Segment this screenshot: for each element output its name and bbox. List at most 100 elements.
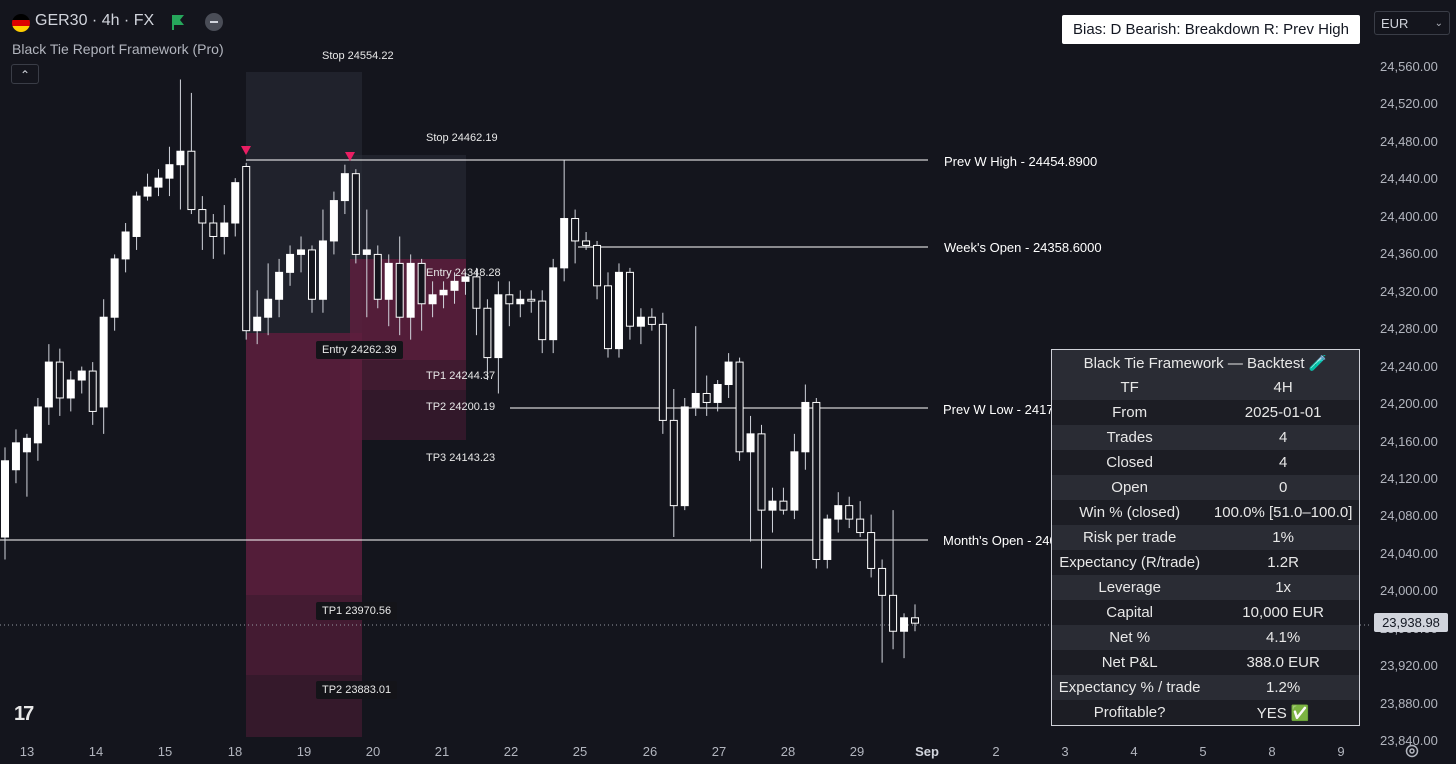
backtest-label: From — [1051, 400, 1208, 425]
stop-label: Stop 24462.19 — [426, 132, 498, 144]
tp2-label: TP2 24200.19 — [426, 401, 496, 413]
backtest-value: 10,000 EUR — [1207, 600, 1360, 625]
backtest-row: Expectancy (R/trade) 1.2R — [1051, 550, 1360, 575]
time-tick-label: 20 — [365, 744, 381, 759]
candle-body — [900, 617, 909, 632]
candle-body — [110, 258, 119, 318]
candle-body — [99, 316, 108, 408]
candle-body — [516, 298, 525, 305]
backtest-value: 4 — [1207, 425, 1360, 450]
backtest-label: Risk per trade — [1051, 525, 1208, 550]
candle-body — [691, 392, 700, 408]
backtest-value: 1x — [1207, 575, 1360, 600]
backtest-row: Open 0 — [1051, 475, 1360, 500]
gear-icon[interactable] — [1404, 743, 1420, 759]
candle-body — [329, 200, 338, 242]
candle-body — [669, 419, 678, 507]
currency-value: EUR — [1381, 16, 1409, 31]
bias-box: Bias: D Bearish: Breakdown R: Prev High — [1062, 15, 1360, 44]
price-tick-label: 24,000.00 — [1380, 583, 1438, 599]
candle-body — [187, 150, 196, 211]
candle-body — [286, 253, 295, 273]
candle-body — [253, 316, 262, 332]
candle-body — [878, 567, 887, 596]
candle-body — [680, 406, 689, 507]
candle-body — [439, 289, 448, 296]
backtest-table: Black Tie Framework — Backtest 🧪 TF 4H Fro… — [1051, 349, 1360, 726]
candle-body — [823, 518, 832, 560]
indicator-name[interactable]: Black Tie Report Framework (Pro) — [12, 41, 224, 57]
candle-body — [88, 370, 97, 412]
candle-body — [889, 594, 898, 632]
candle-body — [768, 500, 777, 511]
backtest-row: Closed 4 — [1051, 450, 1360, 475]
candle-body — [867, 532, 876, 569]
candle-body — [757, 433, 766, 511]
time-tick-label: 9 — [1337, 744, 1345, 759]
backtest-value: 4.1% — [1207, 625, 1360, 650]
candle-body — [77, 370, 86, 381]
backtest-label: Profitable? — [1051, 700, 1208, 726]
price-tick-label: 24,280.00 — [1380, 321, 1438, 337]
candle-body — [527, 298, 536, 302]
candle-body — [593, 244, 602, 287]
time-tick-label: 14 — [88, 744, 104, 759]
price-tick-label: 24,200.00 — [1380, 396, 1438, 412]
collapse-header-icon[interactable] — [205, 13, 223, 31]
candle-body — [658, 323, 667, 421]
candle-body — [779, 500, 788, 511]
target-zone — [350, 390, 466, 440]
time-tick-label: 21 — [434, 744, 450, 759]
symbol-title[interactable]: GER30 · 4h · FX — [35, 12, 155, 29]
candle-body — [801, 401, 810, 453]
currency-select[interactable]: EUR ⌄ — [1374, 11, 1450, 35]
candle-body — [856, 518, 865, 534]
candle-body — [176, 150, 185, 166]
sell-marker-icon — [345, 152, 355, 161]
candle-body — [812, 401, 821, 560]
candles — [1, 79, 919, 663]
backtest-row: Net % 4.1% — [1051, 625, 1360, 650]
backtest-label: TF — [1051, 375, 1208, 400]
backtest-label: Expectancy (R/trade) — [1051, 550, 1208, 575]
candle-body — [417, 262, 426, 305]
target-zone — [350, 360, 466, 390]
backtest-row: Win % (closed) 100.0% [51.0–100.0] — [1051, 500, 1360, 525]
price-tick-label: 23,840.00 — [1380, 733, 1438, 749]
entry-markers — [241, 146, 355, 161]
tradingview-logo-icon[interactable]: 17 — [14, 703, 34, 725]
green-flag-icon[interactable] — [171, 14, 185, 30]
price-tick-label: 24,040.00 — [1380, 545, 1438, 561]
backtest-value: 4H — [1207, 375, 1360, 400]
price-tick-label: 24,080.00 — [1380, 508, 1438, 524]
price-tick-label: 24,360.00 — [1380, 246, 1438, 262]
candle-body — [505, 294, 514, 305]
backtest-label: Win % (closed) — [1051, 500, 1208, 525]
candle-body — [735, 361, 744, 453]
chevron-up-icon[interactable]: ⌃ — [11, 64, 39, 84]
candle-body — [362, 249, 371, 255]
candle-body — [428, 294, 437, 305]
price-tick-label: 24,160.00 — [1380, 433, 1438, 449]
stop-zone — [246, 72, 362, 333]
time-tick-label: 29 — [849, 744, 865, 759]
tp1-label: TP1 24244.37 — [426, 370, 496, 382]
candle-body — [209, 222, 218, 237]
backtest-value: 100.0% [51.0–100.0] — [1207, 500, 1360, 525]
germany-flag-icon — [12, 14, 30, 32]
sell-marker-icon — [241, 146, 251, 155]
candle-body — [165, 164, 174, 179]
time-tick-label: 8 — [1268, 744, 1276, 759]
backtest-row: Capital 10,000 EUR — [1051, 600, 1360, 625]
candle-body — [264, 298, 273, 318]
backtest-row: From 2025-01-01 — [1051, 400, 1360, 425]
backtest-title: Black Tie Framework — Backtest 🧪 — [1051, 349, 1360, 375]
candle-body — [406, 262, 415, 318]
candle-body — [22, 437, 31, 453]
candle-body — [384, 262, 393, 300]
candle-body — [494, 294, 503, 359]
backtest-row: Trades 4 — [1051, 425, 1360, 450]
chevron-down-icon: ⌄ — [1434, 18, 1443, 29]
candle-body — [483, 307, 492, 359]
backtest-row: Net P&L 388.0 EUR — [1051, 650, 1360, 675]
